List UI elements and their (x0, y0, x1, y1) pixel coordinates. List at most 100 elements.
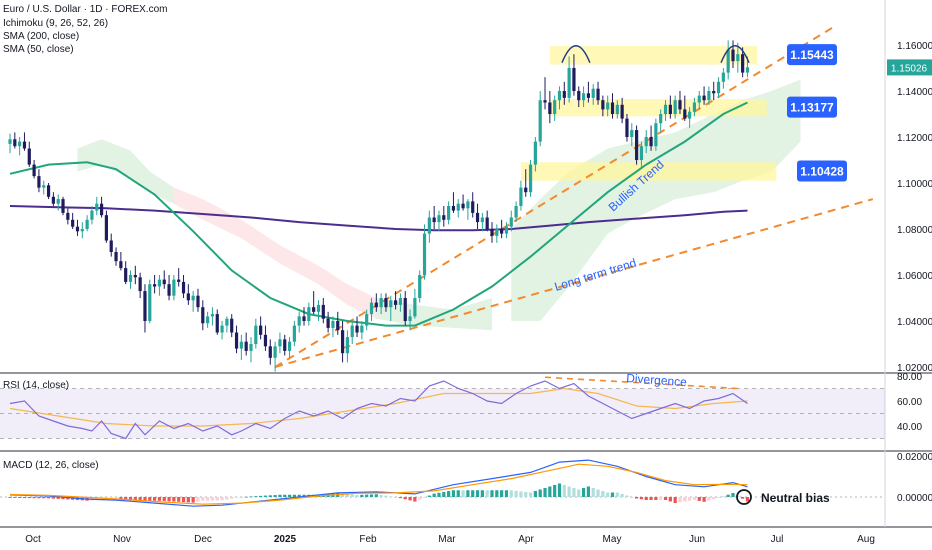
time-axis-label: Apr (518, 534, 534, 545)
time-axis-label: 2025 (274, 534, 297, 545)
candle-body (461, 203, 465, 209)
candle-body (620, 104, 624, 119)
candle-body (543, 100, 547, 103)
macd-histogram-bar (731, 493, 735, 497)
price-tick-label: 1.14000 (897, 87, 932, 98)
candle-body (471, 201, 475, 213)
price-tick-label: 1.08000 (897, 225, 932, 236)
macd-histogram-bar (133, 497, 137, 501)
candle-body (591, 88, 595, 98)
macd-histogram-bar (461, 490, 465, 497)
macd-histogram-bar (181, 497, 186, 503)
macd-histogram-bar (42, 497, 46, 499)
candle-body (673, 100, 677, 114)
macd-histogram-bar (355, 494, 359, 497)
candle-body (133, 275, 137, 278)
last-price-label: 1.15026 (891, 63, 928, 74)
candle-body (736, 54, 740, 62)
candle-body (80, 229, 84, 232)
sma50-line (9, 101, 748, 327)
macd-histogram-bar (278, 494, 282, 497)
candle-body (649, 137, 653, 147)
candle-body (292, 325, 296, 342)
macd-histogram-bar (210, 497, 215, 501)
candle-body (104, 215, 108, 241)
candle-body (625, 118, 629, 137)
candle-body (210, 314, 215, 317)
time-axis-label: Oct (25, 534, 41, 545)
macd-histogram-bar (591, 487, 595, 497)
candle-body (403, 298, 407, 321)
macd-histogram-bar (500, 490, 504, 497)
macd-histogram-bar (562, 484, 566, 497)
macd-histogram-bar (51, 497, 55, 499)
candle-body (18, 141, 22, 147)
candle-body (148, 284, 152, 321)
candle-body (577, 91, 581, 101)
candle-body (312, 307, 316, 312)
macd-histogram-bar (485, 490, 489, 497)
macd-histogram-bar (726, 494, 730, 497)
candle-body (398, 298, 403, 305)
candle-body (297, 316, 301, 326)
candle-body (283, 339, 287, 351)
macd-histogram-bar (191, 497, 195, 503)
candle-body (331, 321, 335, 328)
macd-histogram-bar (745, 497, 750, 502)
candle-body (369, 302, 374, 315)
zone-price-label: 1.15443 (790, 48, 834, 62)
price-tick-label: 1.06000 (897, 271, 932, 282)
candle-body (562, 91, 566, 98)
candle-body (413, 298, 417, 317)
candle-body (533, 141, 537, 165)
long-term-trendline (274, 198, 874, 368)
macd-line (9, 459, 748, 507)
zone-price-label: 1.13177 (790, 101, 834, 115)
macd-histogram-bar (13, 497, 17, 498)
candle-body (553, 100, 557, 114)
time-axis-label: Jun (689, 534, 705, 545)
candle-body (220, 325, 224, 333)
candle-body (490, 229, 494, 236)
macd-histogram-bar (384, 495, 388, 497)
candle-body (162, 279, 166, 285)
candle-body (480, 217, 484, 223)
candle-body (408, 316, 412, 321)
macd-histogram-bar (663, 497, 668, 501)
zone-price-label-box (787, 96, 837, 118)
candle-body (215, 314, 219, 333)
macd-histogram-bar (379, 494, 383, 497)
candle-body (51, 196, 55, 204)
neutral-bias-label: Neutral bias (761, 491, 830, 505)
macd-histogram-bar (27, 497, 31, 499)
macd-histogram-bar (345, 494, 349, 497)
candle-body (268, 346, 272, 358)
candle-body (128, 275, 133, 282)
macd-histogram-bar (702, 497, 706, 502)
candle-body (13, 139, 17, 147)
macd-histogram-bar (543, 487, 547, 497)
candle-body (239, 341, 243, 349)
macd-histogram-bar (143, 497, 147, 501)
time-axis-label: Feb (359, 534, 377, 545)
candle-body (635, 130, 639, 160)
candle-body (509, 217, 513, 227)
macd-histogram-bar (490, 490, 494, 497)
macd-histogram-bar (456, 490, 460, 497)
macd-histogram-bar (480, 490, 484, 497)
macd-histogram-bar (678, 497, 682, 503)
macd-histogram-bar (673, 497, 677, 504)
candle-body (71, 219, 75, 227)
macd-histogram-bar (230, 497, 234, 499)
macd-histogram-bar (56, 497, 60, 499)
macd-histogram-bar (427, 495, 431, 497)
candle-body (254, 325, 258, 344)
macd-histogram-bar (263, 495, 268, 497)
macd-histogram-bar (716, 497, 721, 498)
macd-histogram-bar (567, 486, 571, 497)
candle-body (138, 277, 142, 292)
macd-histogram-bar (668, 497, 672, 502)
candle-body (66, 212, 70, 220)
candle-body (42, 185, 46, 188)
price-tick-label: 1.16000 (897, 41, 932, 52)
